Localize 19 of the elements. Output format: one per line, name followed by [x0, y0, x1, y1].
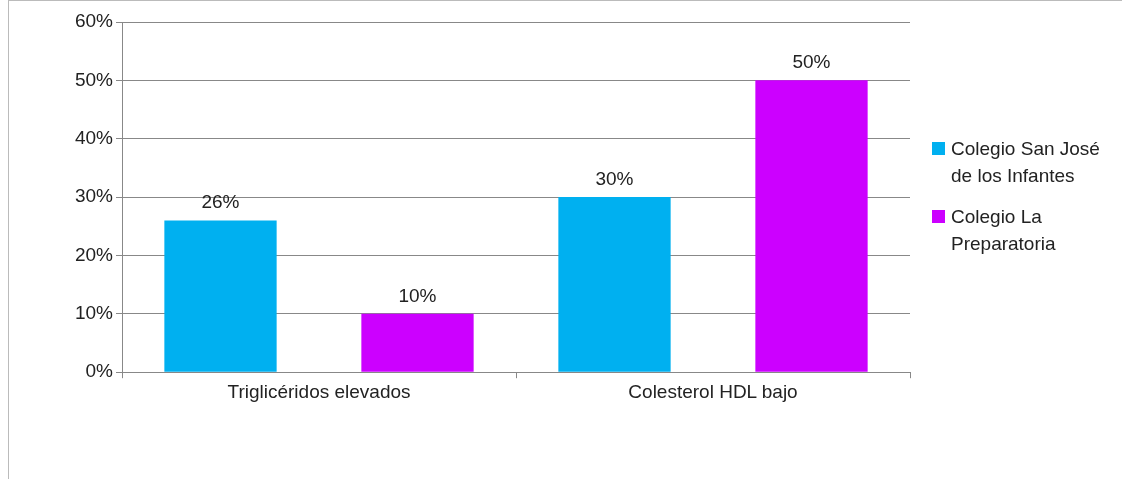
data-label: 50%: [792, 51, 831, 73]
y-tick-label: 0%: [85, 360, 114, 382]
data-label: 10%: [398, 284, 437, 306]
y-tick-label: 20%: [74, 243, 114, 265]
y-tick-label: 40%: [74, 126, 114, 148]
bar: [361, 313, 474, 372]
y-tick-label: 10%: [74, 302, 114, 324]
legend-label: Colegio La Preparatoria: [951, 205, 1057, 256]
bar: [558, 197, 671, 372]
bar: [164, 220, 277, 372]
y-tick-label: 30%: [74, 185, 114, 207]
data-label: 30%: [595, 167, 634, 189]
x-tick-label: Colesterol HDL bajo: [628, 380, 798, 402]
y-tick-label: 60%: [74, 10, 114, 32]
data-label: 26%: [201, 191, 240, 213]
y-tick-label: 50%: [74, 68, 114, 90]
bar: [755, 80, 868, 372]
x-tick-label: Triglicéridos elevados: [227, 380, 411, 402]
legend-label: Colegio San José de los Infantes: [951, 137, 1101, 188]
